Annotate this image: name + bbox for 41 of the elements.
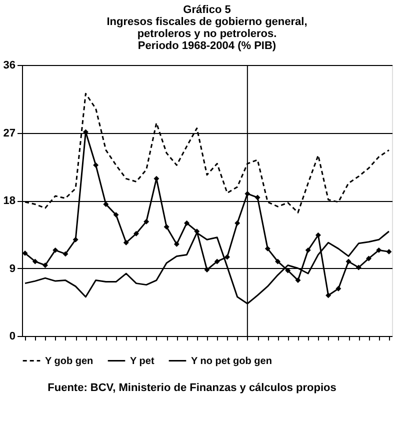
point: [386, 248, 392, 254]
point: [285, 268, 291, 274]
point: [234, 220, 240, 226]
point: [184, 220, 190, 226]
point: [113, 212, 119, 218]
y-tick-label: 36: [3, 60, 16, 72]
point: [356, 264, 362, 270]
point: [336, 286, 342, 292]
y-tick-label: 27: [3, 127, 16, 140]
y-tick-label: 9: [9, 262, 16, 275]
point: [214, 258, 220, 264]
y-tick-label: 0: [9, 330, 16, 342]
point: [295, 278, 301, 284]
point: [264, 246, 270, 252]
point: [376, 247, 382, 253]
point: [326, 292, 332, 298]
point: [123, 240, 129, 246]
point: [315, 232, 321, 238]
point: [103, 202, 109, 208]
legend-label: Y no pet gob gen: [191, 356, 272, 367]
point: [62, 251, 68, 257]
point: [72, 236, 78, 242]
point: [254, 194, 260, 200]
legend-label: Y gob gen: [45, 356, 94, 367]
point: [305, 247, 311, 253]
point: [224, 254, 230, 260]
point: [52, 247, 58, 253]
chart-title: Gráfico 5 Ingresos fiscales de gobierno general, petroleros y no petroleros. Periodo 1968-2004 (% PIB): [106, 4, 308, 52]
source-note: Fuente: BCV, Ministerio de Finanzas y cálculos propios: [48, 382, 336, 394]
point: [42, 262, 48, 268]
point: [366, 256, 372, 262]
point: [144, 218, 150, 224]
point: [174, 241, 180, 247]
point: [346, 258, 352, 264]
point: [32, 258, 38, 264]
point: [133, 230, 139, 236]
point: [93, 162, 99, 168]
legend-label: Y pet: [130, 356, 155, 367]
y-tick-label: 18: [3, 195, 16, 207]
point: [275, 258, 281, 264]
point: [164, 224, 170, 230]
